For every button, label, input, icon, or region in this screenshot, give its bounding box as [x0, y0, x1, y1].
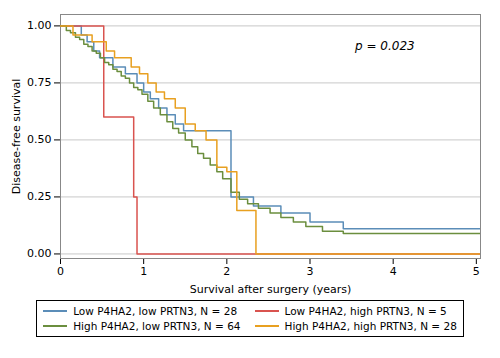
svg-text:0.50: 0.50: [27, 133, 52, 146]
html-text:High P4HA2, low PRTN3, N = 64: High P4HA2, low PRTN3, N = 64: [73, 320, 241, 332]
svg-text:p = 0.023: p = 0.023: [354, 39, 415, 53]
html-text:High P4HA2, high PRTN3, N = 28: High P4HA2, high PRTN3, N = 28: [284, 320, 457, 332]
svg-text:2: 2: [223, 265, 230, 278]
svg-text:0.00: 0.00: [27, 247, 52, 260]
html-text:Low P4HA2, high PRTN3, N = 5: Low P4HA2, high PRTN3, N = 5: [284, 305, 447, 317]
svg-text:1.00: 1.00: [27, 19, 52, 32]
svg-text:4: 4: [390, 265, 397, 278]
svg-text:5: 5: [473, 265, 480, 278]
svg-text:Survival after surgery (years): Survival after surgery (years): [190, 283, 352, 296]
html-text:Low P4HA2, low PRTN3, N = 28: Low P4HA2, low PRTN3, N = 28: [73, 305, 238, 317]
svg-text:1: 1: [140, 265, 147, 278]
svg-text:0: 0: [57, 265, 64, 278]
svg-text:3: 3: [307, 265, 314, 278]
svg-text:0.75: 0.75: [27, 76, 52, 89]
svg-text:Disease-free survival: Disease-free survival: [10, 79, 23, 195]
svg-text:0.25: 0.25: [27, 190, 52, 203]
